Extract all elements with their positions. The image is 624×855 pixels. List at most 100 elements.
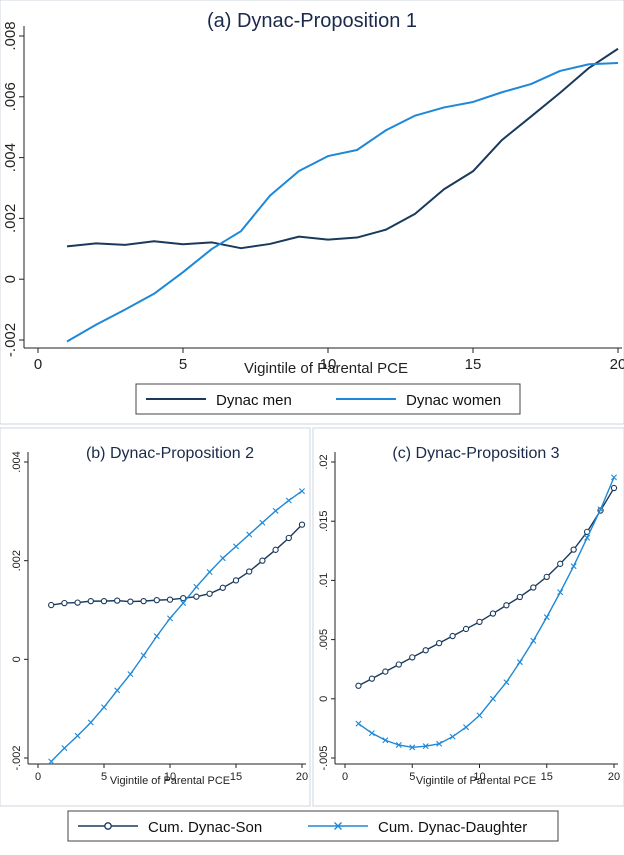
panel-c-point-cum-dynac-daughter (436, 740, 443, 747)
panel-a-x-tick-label: 20 (610, 356, 624, 373)
panel-a-plot-area: 0 5 10 15 20 -.002 0 .002 .004 .006 .008 (2, 21, 624, 373)
panel-c-point-cum-dynac-son (476, 618, 483, 625)
panel-b-point-cum-dynac-son (166, 596, 174, 603)
panel-b-point-cum-dynac-son (100, 597, 108, 605)
panel-b-point-cum-dynac-son (259, 557, 266, 564)
panel-b-point-cum-dynac-son (272, 546, 279, 553)
panel-b-point-cum-dynac-daughter (180, 600, 187, 607)
panel-b-point-cum-dynac-son (153, 596, 160, 604)
panel-a-x-tick-label: 15 (465, 356, 482, 373)
panel-c-point-cum-dynac-son (435, 640, 443, 647)
panel-c-point-cum-dynac-daughter (463, 724, 470, 731)
panel-c-point-cum-dynac-son (516, 593, 523, 601)
panel-b-point-cum-dynac-son (48, 601, 55, 609)
panel-b-point-cum-dynac-son (298, 521, 306, 528)
panel-b-point-cum-dynac-son (87, 597, 94, 605)
panel-c-point-cum-dynac-daughter (382, 737, 389, 744)
panel-c-point-cum-dynac-daughter (516, 659, 523, 666)
panel-a-y-tick-label: .002 (2, 204, 19, 233)
panel-b-point-cum-dynac-daughter (140, 652, 147, 659)
panel-b-x-tick-label: 10 (164, 771, 176, 783)
panel-c-point-cum-dynac-daughter (543, 614, 550, 621)
panel-b-x-tick-label: 0 (35, 771, 41, 783)
panel-a: (a) Dynac-Proposition 1 0 5 10 15 20 -.002 0 .0… (2, 10, 624, 415)
panel-c-point-cum-dynac-daughter (570, 563, 577, 570)
panel-b-point-cum-dynac-son (114, 597, 121, 604)
panel-c-point-cum-dynac-son (462, 625, 470, 633)
panel-c-point-cum-dynac-son (449, 632, 456, 640)
panel-b-point-cum-dynac-son (246, 568, 253, 575)
panel-a-xlabel: Vigintile of Parental PCE (244, 360, 408, 377)
panel-b-y-tick-label: .004 (11, 451, 23, 472)
panel-a-y-tick-label: .004 (2, 143, 19, 172)
panel-c-point-cum-dynac-son (355, 682, 362, 689)
panel-b-point-cum-dynac-daughter (74, 732, 81, 739)
panel-b-point-cum-dynac-daughter (246, 531, 253, 538)
panel-b-xlabel: Vigintile of Parental PCE (110, 775, 230, 787)
panel-c-x-tick-label: 15 (541, 771, 553, 783)
panel-c-point-cum-dynac-son (570, 546, 577, 553)
panel-b-x-tick-label: 5 (101, 771, 107, 783)
panel-c-point-cum-dynac-daughter (530, 637, 537, 644)
panel-b-point-cum-dynac-son (232, 577, 240, 584)
panel-c-y-tick-label: .01 (318, 573, 330, 588)
panel-b-point-cum-dynac-son (285, 534, 292, 542)
panel-c-point-cum-dynac-daughter (611, 474, 617, 481)
panel-a-series-dynac-men (66, 47, 619, 250)
panel-c-point-cum-dynac-son (422, 647, 429, 654)
panel-c-point-cum-dynac-son (409, 654, 416, 661)
panel-b-point-cum-dynac-son (127, 598, 134, 605)
legend-label-son: Cum. Dynac-Son (148, 819, 262, 836)
panel-a-x-tick-label: 10 (320, 356, 337, 373)
panel-b-point-cum-dynac-daughter (193, 583, 200, 590)
panel-b-plot-area: 0 5 10 15 20 -.002 0 .002 .004 (11, 451, 308, 783)
panel-c-y-tick-label: 0 (318, 696, 330, 702)
panel-a-frame (0, 0, 624, 425)
panel-b-point-cum-dynac-daughter (299, 488, 305, 495)
panel-c-xlabel: Vigintile of Parental PCE (416, 775, 536, 787)
panel-b-point-cum-dynac-daughter (219, 555, 226, 562)
panel-c: (c) Dynac-Proposition 3 0 5 10 15 20 -.005 0 .0… (318, 445, 620, 787)
panel-b-point-cum-dynac-son (74, 599, 81, 606)
panel-a-y-tick-label: 0 (2, 275, 19, 283)
panel-b-point-cum-dynac-daughter (61, 745, 68, 752)
panel-b-point-cum-dynac-daughter (206, 569, 213, 576)
panel-a-x-tick-label: 5 (179, 356, 187, 373)
panel-b-point-cum-dynac-daughter (272, 507, 279, 514)
panel-b-point-cum-dynac-daughter (285, 497, 292, 504)
panel-b-point-cum-dynac-daughter (167, 615, 173, 622)
panel-c-point-cum-dynac-son (543, 573, 550, 580)
panel-b-point-cum-dynac-daughter (87, 719, 94, 726)
legend-label-dynac-men: Dynac men (216, 392, 292, 409)
panel-c-point-cum-dynac-son (530, 584, 537, 591)
legend-label-dynac-women: Dynac women (406, 392, 501, 409)
panel-b-x-tick-label: 20 (296, 771, 308, 783)
panel-c-point-cum-dynac-son (557, 560, 564, 567)
panel-c-x-tick-label: 5 (409, 771, 415, 783)
panel-c-plot-area: 0 5 10 15 20 -.005 0 .005 .01 .015 .02 (318, 452, 620, 783)
panel-a-y-tick-label: .006 (2, 82, 19, 111)
panel-b-title: (b) Dynac-Proposition 2 (86, 445, 254, 462)
panel-b-point-cum-dynac-daughter (233, 543, 239, 550)
panel-c-point-cum-dynac-daughter (584, 534, 591, 541)
panel-c-point-cum-dynac-son (368, 675, 376, 682)
panel-b-point-cum-dynac-son (61, 599, 68, 607)
panel-b-x-tick-label: 15 (230, 771, 242, 783)
panel-c-point-cum-dynac-daughter (476, 712, 483, 719)
panel-c-x-tick-label: 0 (342, 771, 348, 783)
panel-c-frame (312, 427, 624, 807)
panel-c-x-tick-label: 20 (608, 771, 620, 783)
panel-c-point-cum-dynac-daughter (503, 679, 510, 686)
panel-c-point-cum-dynac-daughter (449, 733, 456, 740)
panel-c-point-cum-dynac-daughter (597, 506, 604, 513)
panel-a-series-dynac-women (66, 62, 619, 343)
panel-c-point-cum-dynac-daughter (355, 720, 362, 727)
panel-a-y-tick-label: -.002 (2, 323, 19, 357)
panel-c-x-tick-label: 10 (473, 771, 485, 783)
legend-swatch-daughter-marker (334, 822, 342, 830)
legend-label-daughter: Cum. Dynac-Daughter (378, 819, 527, 836)
panel-a-y-tick-label: .008 (2, 21, 19, 50)
panel-b-y-tick-label: .002 (11, 550, 23, 571)
